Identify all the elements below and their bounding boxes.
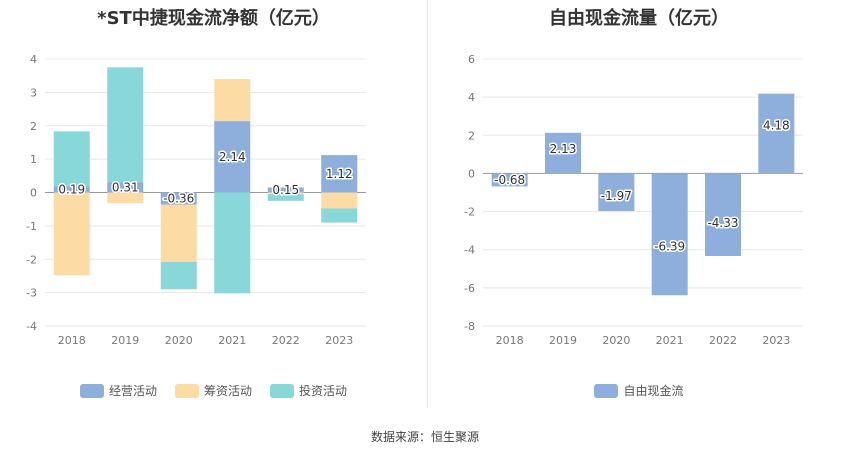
- legend-label: 经营活动: [108, 384, 157, 398]
- y-tick-label: -4: [26, 320, 37, 333]
- x-tick-label: 2020: [602, 334, 630, 347]
- bar-2023-series-0: [758, 93, 795, 174]
- legend-label: 筹资活动: [203, 384, 252, 398]
- legend-swatch: [270, 383, 294, 398]
- x-tick-label: 2022: [272, 334, 300, 347]
- data-label: -4.33: [707, 216, 738, 230]
- data-label: 1.12: [326, 167, 353, 181]
- legend-item[interactable]: 自由现金流: [594, 382, 684, 399]
- y-tick-label: 3: [30, 86, 37, 99]
- bar-2022-series-1: [267, 192, 304, 195]
- y-tick-label: 1: [30, 153, 37, 166]
- bar-2021-series-2: [214, 192, 251, 294]
- bar-2020-series-2: [160, 261, 197, 290]
- panel-divider: [427, 0, 428, 408]
- x-tick-label: 2021: [218, 334, 246, 347]
- bar-2019-series-0: [545, 132, 581, 174]
- y-tick-label: -6: [464, 282, 475, 295]
- chart-legend: 经营活动 筹资活动 投资活动: [0, 382, 427, 399]
- x-tick-label: 2019: [549, 334, 577, 347]
- x-tick-label: 2018: [496, 334, 524, 347]
- legend-swatch: [594, 383, 619, 398]
- free-cash-flow-chart: -8 -6 -4 -2 0 2 4 6 2018 2019 2020 2021 2022 2023 -0.6…: [464, 53, 803, 347]
- y-tick-label: 0: [468, 167, 475, 180]
- bar-2021-series-0: [214, 121, 251, 193]
- data-label: -6.39: [654, 240, 685, 254]
- bar-2020-series-0: [160, 192, 197, 205]
- legend-item[interactable]: 投资活动: [270, 382, 347, 399]
- legend-item[interactable]: 筹资活动: [174, 382, 252, 399]
- cash-flow-chart-panel: *ST中捷现金流净额（亿元） -4 -3 -2 -1 0 1 2 3 4 2018 2019 2020…: [0, 0, 427, 408]
- x-tick-label: 2019: [111, 334, 139, 347]
- bar-2018-series-0: [491, 173, 528, 187]
- data-label: -0.68: [494, 173, 525, 187]
- bar-2018-series-2: [53, 131, 90, 187]
- x-tick-label: 2020: [165, 334, 193, 347]
- y-tick-label: -8: [464, 320, 475, 333]
- y-tick-label: 4: [30, 53, 37, 66]
- data-label: -0.36: [163, 192, 194, 206]
- y-tick-label: -4: [464, 244, 475, 257]
- chart-legend: 自由现金流: [428, 382, 850, 399]
- y-tick-label: 4: [468, 91, 475, 104]
- bar-2020-series-1: [160, 204, 197, 262]
- bar-2019-series-2: [107, 67, 144, 183]
- bar-2019-series-1: [107, 192, 144, 204]
- data-source-note: 数据来源：恒生聚源: [370, 430, 479, 444]
- y-tick-label: 2: [468, 129, 475, 142]
- data-label: 2.13: [550, 142, 577, 156]
- data-label: 0.19: [58, 182, 85, 196]
- bar-2021-series-1: [214, 79, 251, 122]
- bar-2020-series-0: [598, 173, 635, 211]
- data-label: 4.18: [763, 119, 790, 133]
- x-tick-label: 2023: [325, 334, 353, 347]
- y-tick-label: 2: [30, 120, 37, 133]
- bar-2023-series-0: [321, 155, 358, 193]
- y-tick-label: -2: [26, 253, 37, 266]
- data-label: 0.15: [272, 183, 299, 197]
- x-tick-label: 2022: [709, 334, 737, 347]
- cash-flow-chart: -4 -3 -2 -1 0 1 2 3 4 2018 2019 2020 2021 2022 2023 0.1…: [26, 53, 366, 347]
- bar-2023-series-1: [321, 192, 358, 209]
- bar-2022-series-0: [267, 187, 304, 193]
- chart-title: *ST中捷现金流净额（亿元）: [97, 8, 330, 29]
- bar-2021-series-0: [651, 173, 688, 296]
- legend-item[interactable]: 经营活动: [79, 382, 157, 399]
- chart-title: 自由现金流量（亿元）: [549, 8, 729, 29]
- data-label: -1.97: [601, 189, 632, 203]
- legend-swatch: [174, 383, 199, 398]
- bar-2022-series-0: [705, 173, 741, 257]
- bar-2019-series-0: [107, 182, 144, 193]
- bar-2022-series-2: [267, 194, 304, 201]
- data-label: 2.14: [219, 150, 246, 164]
- x-tick-label: 2018: [58, 334, 86, 347]
- y-tick-label: -2: [464, 206, 475, 219]
- x-tick-label: 2023: [762, 334, 790, 347]
- bar-2023-series-2: [321, 208, 358, 223]
- legend-label: 投资活动: [299, 384, 348, 398]
- bar-2018-series-1: [53, 192, 90, 276]
- legend-label: 自由现金流: [623, 384, 684, 398]
- y-tick-label: 0: [30, 187, 37, 200]
- y-tick-label: 6: [468, 53, 475, 66]
- bar-2018-series-0: [53, 186, 90, 193]
- free-cash-flow-chart-panel: 自由现金流量（亿元） -8 -6 -4 -2 0 2 4 6 2018 2019 2020 2021 2…: [428, 0, 850, 408]
- legend-swatch: [79, 383, 104, 398]
- y-tick-label: -3: [26, 287, 37, 300]
- data-label: 0.31: [112, 180, 139, 194]
- y-tick-label: -1: [26, 220, 37, 233]
- x-tick-label: 2021: [656, 334, 684, 347]
